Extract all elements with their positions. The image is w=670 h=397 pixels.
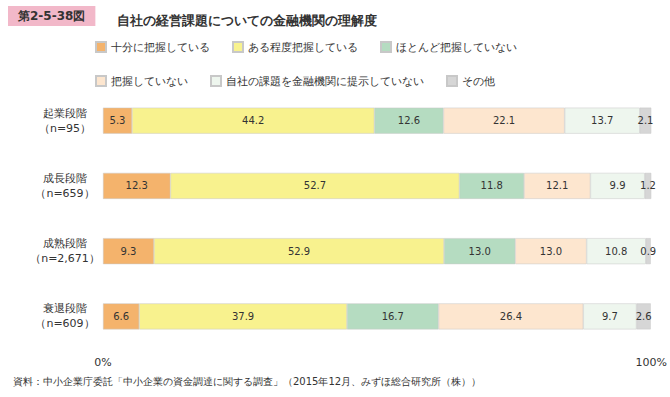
svg-text:12.3: 12.3 [126,180,148,191]
svg-text:十分に把握している: 十分に把握している [111,41,210,54]
svg-text:（n=609）: （n=609） [35,317,94,330]
svg-text:22.1: 22.1 [493,115,515,126]
svg-text:2.6: 2.6 [636,311,652,322]
svg-text:9.9: 9.9 [610,180,626,191]
svg-text:52.9: 52.9 [288,246,310,257]
svg-text:0%: 0% [94,356,111,369]
svg-text:2.1: 2.1 [638,115,654,126]
svg-text:1.2: 1.2 [640,180,656,191]
svg-text:52.7: 52.7 [304,180,326,191]
svg-text:起業段階: 起業段階 [43,107,87,120]
svg-text:成熟段階: 成熟段階 [43,237,87,250]
svg-text:13.0: 13.0 [540,246,562,257]
svg-text:資料：中小企業庁委託「中小企業の資金調達に関する調査」（20: 資料：中小企業庁委託「中小企業の資金調達に関する調査」（2015年12月、みずほ… [13,376,481,388]
svg-text:12.6: 12.6 [398,115,420,126]
svg-text:11.8: 11.8 [481,180,503,191]
svg-text:44.2: 44.2 [242,115,264,126]
svg-text:衰退段階: 衰退段階 [43,302,87,315]
svg-text:16.7: 16.7 [382,311,404,322]
svg-text:100%: 100% [636,356,667,369]
svg-text:5.3: 5.3 [110,115,126,126]
svg-text:37.9: 37.9 [232,311,254,322]
svg-text:（n=95）: （n=95） [39,122,91,135]
svg-text:9.3: 9.3 [121,246,137,257]
svg-text:9.7: 9.7 [602,311,618,322]
svg-text:（n=2,671）: （n=2,671） [30,252,100,265]
svg-text:10.8: 10.8 [605,246,627,257]
svg-text:成長段階: 成長段階 [43,172,87,185]
svg-text:第2-5-38図: 第2-5-38図 [17,9,85,23]
svg-text:6.6: 6.6 [113,311,129,322]
svg-text:13.7: 13.7 [591,115,613,126]
svg-text:自社の経営課題についての金融機関の理解度: 自社の経営課題についての金融機関の理解度 [117,13,377,28]
svg-text:その他: その他 [462,75,495,88]
svg-text:（n=659）: （n=659） [35,187,94,200]
svg-text:把握していない: 把握していない [111,75,188,88]
svg-text:ある程度把握している: ある程度把握している [248,41,358,54]
svg-text:ほとんど把握していない: ほとんど把握していない [396,41,517,54]
svg-text:13.0: 13.0 [469,246,491,257]
svg-text:12.1: 12.1 [546,180,568,191]
svg-text:0.9: 0.9 [640,246,656,257]
svg-text:26.4: 26.4 [500,311,522,322]
svg-text:自社の課題を金融機関に提示していない: 自社の課題を金融機関に提示していない [226,75,424,88]
